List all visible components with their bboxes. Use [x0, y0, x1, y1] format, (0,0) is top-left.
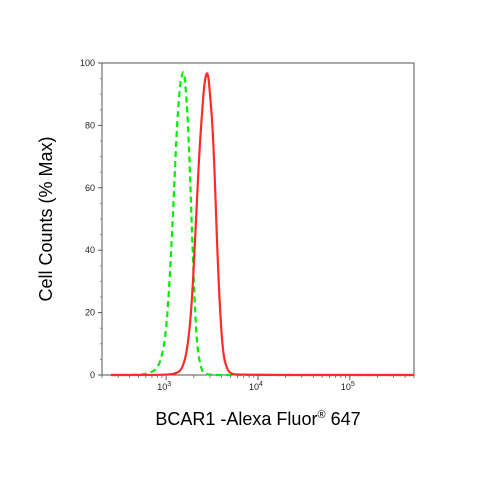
x-tick-label-exponent: 3 [167, 381, 171, 388]
x-axis-title-main: BCAR1 -Alexa Fluor [155, 409, 317, 429]
x-axis: 103 104 105 [101, 375, 415, 392]
y-tick-label: 0 [90, 370, 95, 380]
series-layer [110, 71, 414, 377]
series-dashed-green [110, 71, 414, 377]
x-tick-label: 103 [157, 381, 171, 392]
x-axis-title-suffix: 647 [326, 409, 361, 429]
x-tick-label: 105 [341, 381, 355, 392]
plot-frame [101, 62, 415, 376]
x-tick-label-exponent: 5 [351, 381, 355, 388]
y-axis-title: Cell Counts (% Max) [36, 136, 56, 301]
y-axis: 0 20 40 60 80 100 [80, 58, 102, 380]
x-tick-label-base: 10 [249, 382, 259, 392]
x-tick-label: 104 [249, 381, 263, 392]
x-tick-label-exponent: 4 [259, 381, 263, 388]
x-tick-label-base: 10 [341, 382, 351, 392]
series-solid-red [110, 72, 414, 377]
y-tick-label: 60 [85, 183, 95, 193]
x-tick-label-base: 10 [157, 382, 167, 392]
x-axis-title-superscript: ® [317, 409, 325, 421]
y-tick-label: 80 [85, 120, 95, 130]
x-axis-title: BCAR1 -Alexa Fluor® 647 [155, 409, 360, 429]
y-tick-label: 100 [80, 58, 95, 68]
y-tick-label: 20 [85, 308, 95, 318]
y-tick-label: 40 [85, 245, 95, 255]
